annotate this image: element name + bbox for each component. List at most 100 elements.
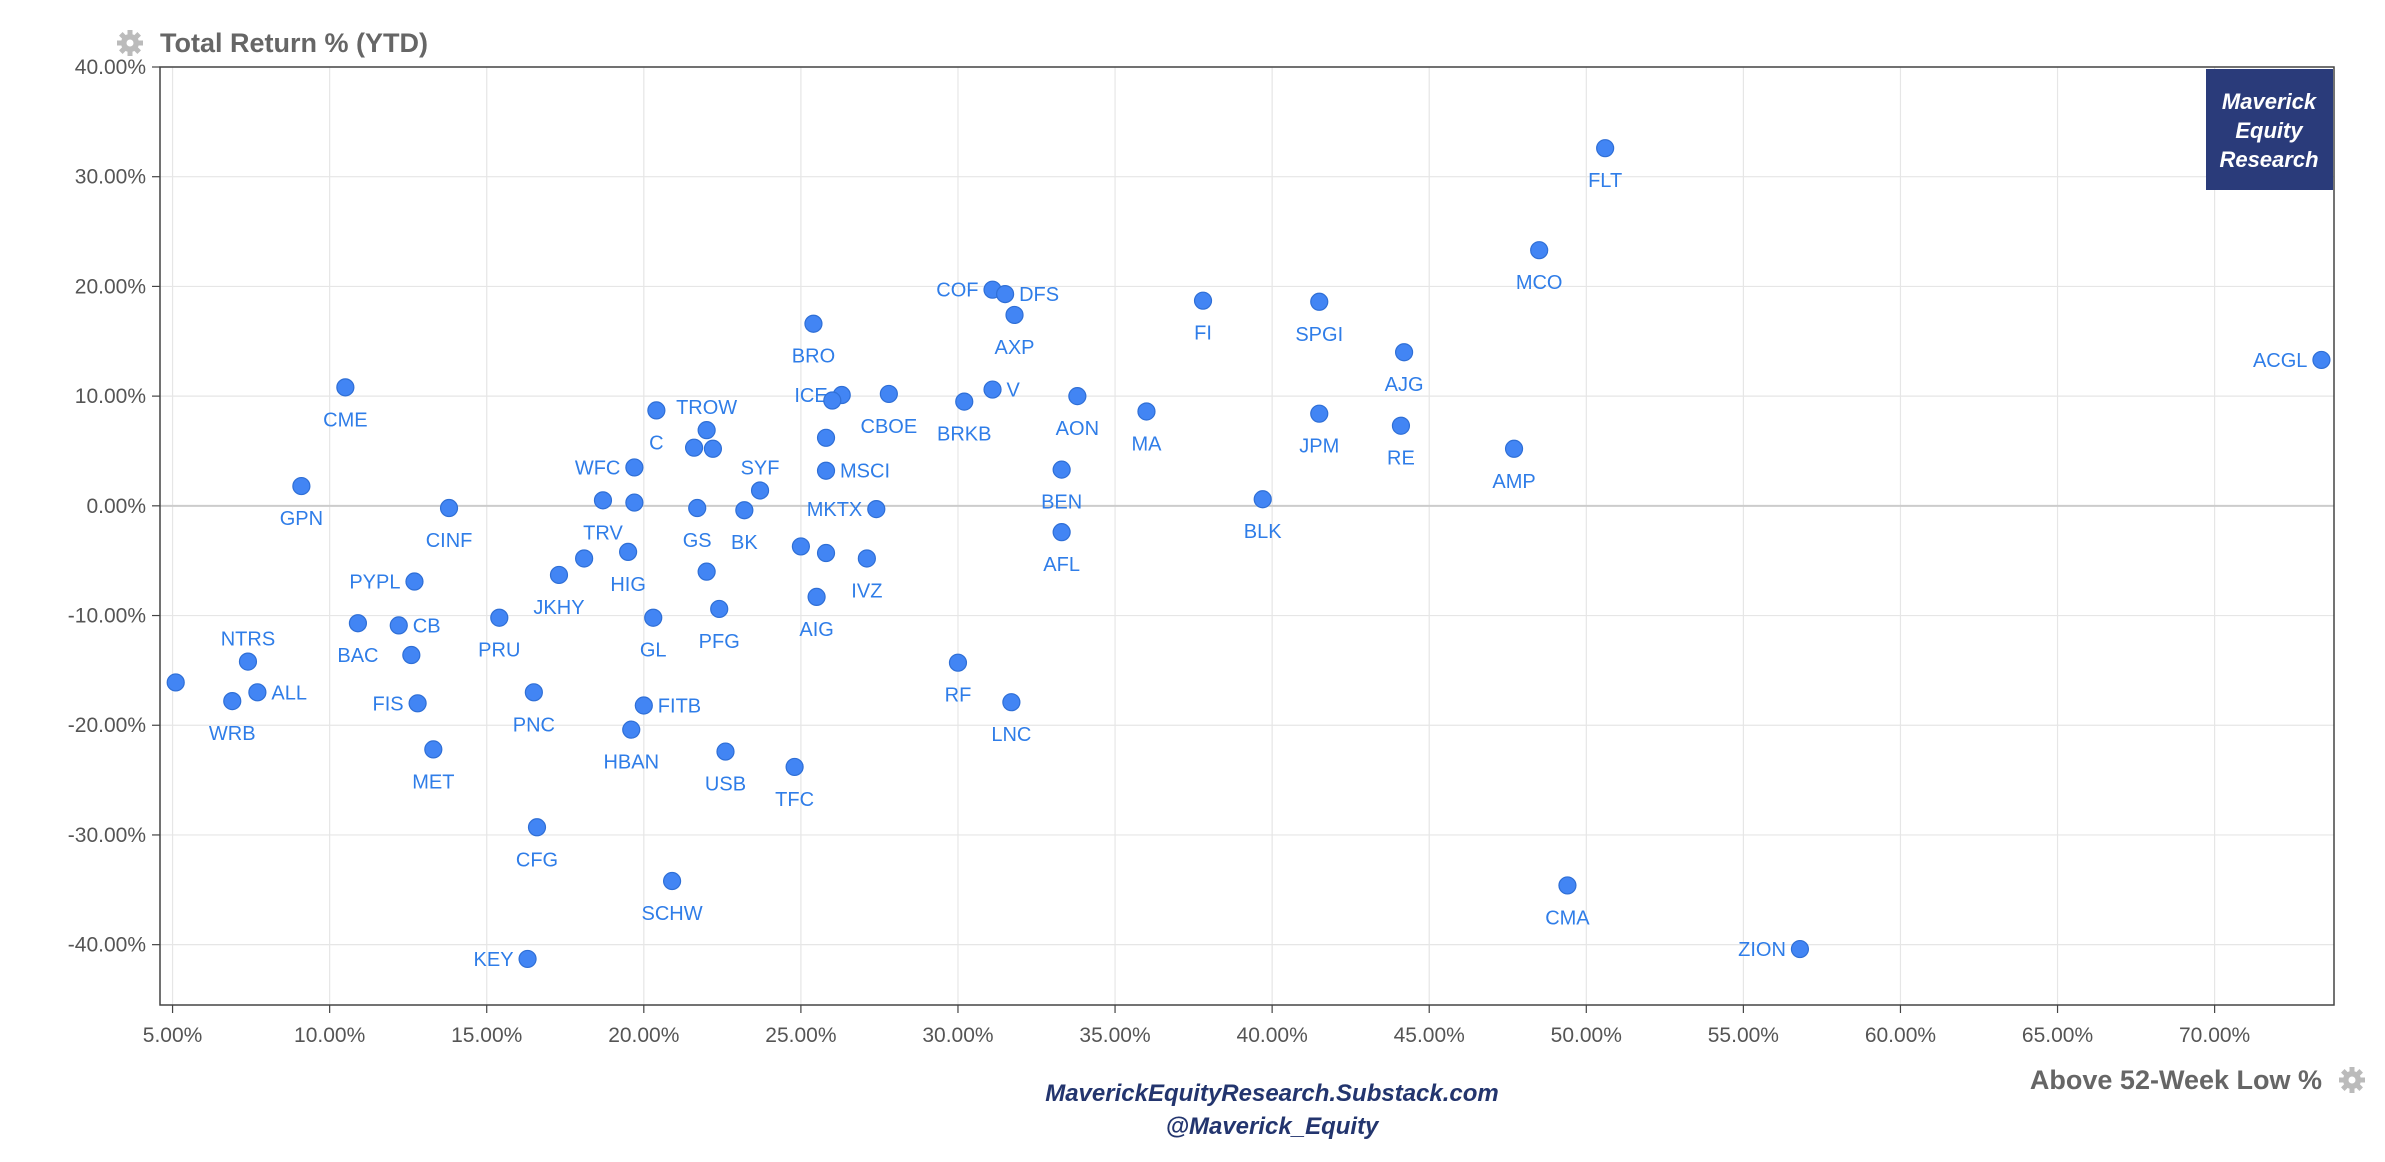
data-point[interactable] bbox=[593, 491, 613, 510]
gear-icon[interactable] bbox=[117, 30, 143, 56]
data-point[interactable] bbox=[1391, 416, 1411, 435]
data-point[interactable] bbox=[518, 949, 537, 969]
point-label: SPGI bbox=[1295, 324, 1343, 346]
data-point[interactable] bbox=[750, 481, 770, 500]
data-point[interactable] bbox=[983, 380, 1002, 399]
point-label: TROW bbox=[676, 397, 737, 419]
data-point[interactable] bbox=[816, 543, 836, 563]
data-point[interactable] bbox=[644, 608, 663, 627]
data-point[interactable] bbox=[791, 537, 810, 556]
y-tick-label: 30.00% bbox=[75, 166, 146, 189]
data-point[interactable] bbox=[622, 720, 641, 739]
point-label: CINF bbox=[426, 530, 473, 552]
data-point[interactable] bbox=[408, 694, 427, 713]
x-tick-label: 65.00% bbox=[2022, 1024, 2093, 1047]
data-point[interactable] bbox=[524, 683, 543, 702]
data-point[interactable] bbox=[575, 549, 594, 568]
data-point[interactable] bbox=[619, 542, 638, 562]
data-point[interactable] bbox=[166, 673, 185, 692]
data-point[interactable] bbox=[634, 696, 653, 715]
data-point[interactable] bbox=[1193, 291, 1213, 310]
data-point[interactable] bbox=[662, 871, 682, 891]
data-point[interactable] bbox=[807, 587, 826, 606]
data-point[interactable] bbox=[684, 438, 704, 457]
point-label: FITB bbox=[658, 695, 701, 717]
data-point[interactable] bbox=[1253, 490, 1272, 509]
data-point[interactable] bbox=[1558, 876, 1577, 895]
point-label: ZION bbox=[1738, 939, 1786, 961]
point-label: RF bbox=[945, 685, 972, 707]
data-point[interactable] bbox=[527, 818, 547, 837]
gear-icon[interactable] bbox=[2339, 1067, 2365, 1093]
point-label: USB bbox=[705, 774, 746, 796]
x-tick-label: 15.00% bbox=[451, 1024, 522, 1047]
watermark-box: Maverick Equity Research bbox=[2206, 69, 2333, 190]
data-point[interactable] bbox=[735, 501, 754, 520]
data-point[interactable] bbox=[816, 428, 836, 447]
footer-handle: @Maverick_Equity bbox=[1166, 1113, 1380, 1140]
data-point[interactable] bbox=[1137, 402, 1156, 421]
data-point[interactable] bbox=[816, 461, 836, 480]
data-point[interactable] bbox=[1790, 939, 1810, 959]
data-point[interactable] bbox=[703, 439, 723, 458]
point-label: SCHW bbox=[642, 903, 703, 925]
data-point[interactable] bbox=[1310, 404, 1329, 423]
data-point[interactable] bbox=[955, 392, 974, 411]
data-point[interactable] bbox=[823, 391, 842, 410]
data-point[interactable] bbox=[1052, 460, 1071, 479]
data-point[interactable] bbox=[688, 498, 707, 518]
data-point[interactable] bbox=[625, 458, 644, 477]
data-point[interactable] bbox=[248, 683, 267, 702]
data-point[interactable] bbox=[439, 498, 459, 518]
point-label: BAC bbox=[337, 645, 378, 667]
data-point[interactable] bbox=[879, 384, 898, 404]
point-label: BLK bbox=[1244, 521, 1282, 543]
data-point[interactable] bbox=[402, 645, 421, 665]
data-point[interactable] bbox=[857, 549, 876, 568]
data-point[interactable] bbox=[785, 757, 804, 777]
data-point[interactable] bbox=[697, 562, 716, 581]
footer-website: MaverickEquityResearch.Substack.com bbox=[1045, 1080, 1499, 1107]
data-point[interactable] bbox=[647, 401, 666, 420]
data-point[interactable] bbox=[716, 742, 735, 761]
data-point[interactable] bbox=[1394, 343, 1414, 362]
data-point[interactable] bbox=[1530, 241, 1549, 260]
data-point[interactable] bbox=[223, 692, 242, 711]
data-point[interactable] bbox=[238, 652, 258, 671]
point-label: AXP bbox=[995, 337, 1035, 359]
data-point[interactable] bbox=[697, 421, 716, 440]
data-point[interactable] bbox=[1002, 693, 1021, 712]
data-point[interactable] bbox=[336, 378, 355, 397]
point-label: SYF bbox=[741, 457, 780, 479]
point-label: HBAN bbox=[603, 752, 659, 774]
data-point[interactable] bbox=[1310, 292, 1329, 311]
point-label: ICE bbox=[794, 385, 827, 407]
data-point[interactable] bbox=[348, 614, 368, 633]
data-point[interactable] bbox=[867, 500, 886, 519]
data-point[interactable] bbox=[1005, 305, 1024, 325]
data-point[interactable] bbox=[405, 572, 424, 591]
point-label: JPM bbox=[1299, 436, 1339, 458]
data-point[interactable] bbox=[424, 740, 443, 759]
point-label: AJG bbox=[1385, 374, 1424, 396]
data-point[interactable] bbox=[948, 653, 968, 672]
data-point[interactable] bbox=[292, 476, 311, 496]
x-tick-label: 60.00% bbox=[1865, 1024, 1936, 1047]
data-point[interactable] bbox=[1504, 439, 1524, 458]
data-point[interactable] bbox=[1068, 387, 1087, 406]
point-label: AIG bbox=[799, 619, 833, 641]
point-label: DFS bbox=[1019, 284, 1059, 306]
data-point[interactable] bbox=[804, 314, 823, 333]
data-point[interactable] bbox=[490, 608, 509, 627]
data-point[interactable] bbox=[1596, 139, 1615, 158]
point-label: CBOE bbox=[861, 416, 918, 438]
point-label: ACGL bbox=[2253, 350, 2307, 372]
point-label: RE bbox=[1387, 448, 1415, 470]
data-point[interactable] bbox=[710, 599, 729, 619]
data-point[interactable] bbox=[625, 493, 644, 512]
data-point[interactable] bbox=[1052, 523, 1071, 542]
data-point[interactable] bbox=[549, 565, 569, 585]
data-point[interactable] bbox=[389, 616, 408, 635]
data-point[interactable] bbox=[995, 284, 1015, 304]
data-point[interactable] bbox=[2312, 350, 2331, 370]
